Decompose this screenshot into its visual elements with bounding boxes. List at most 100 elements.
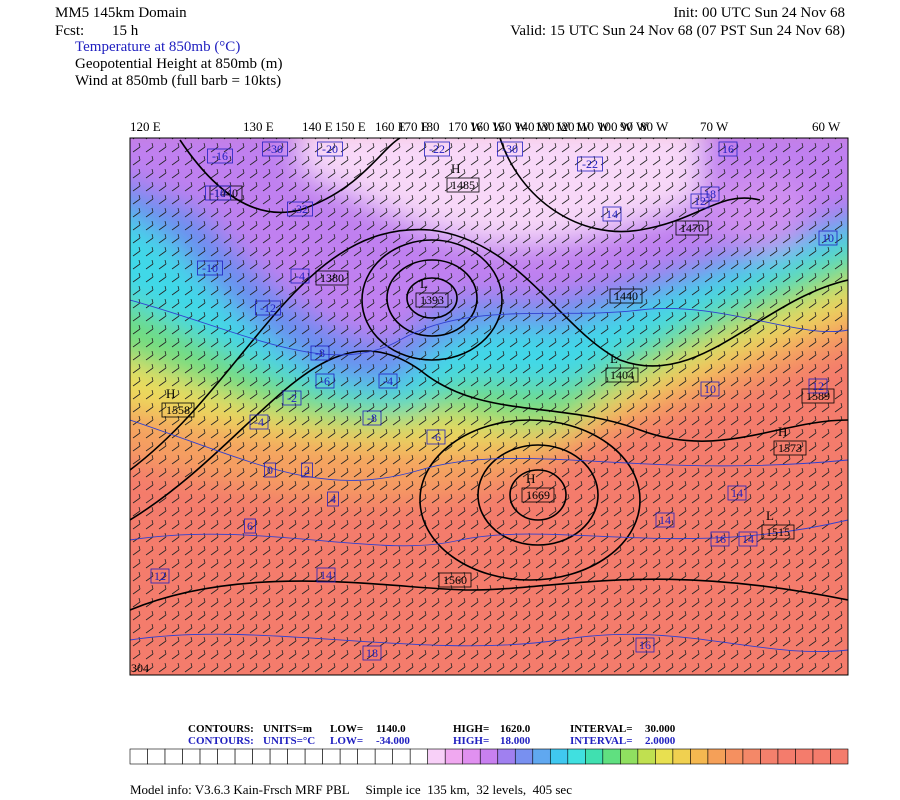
longitude-label: 160 E xyxy=(375,119,406,134)
colorbar-cell xyxy=(217,748,236,765)
colorbar-cell xyxy=(672,748,691,765)
colorbar-cell xyxy=(567,748,586,765)
temperature-label: -10 xyxy=(202,261,218,275)
colorbar-cell xyxy=(374,748,393,765)
temperature-label-box xyxy=(262,141,288,157)
longitude-label: 130 E xyxy=(243,119,274,134)
temperature-label: 14 xyxy=(606,207,618,221)
temperature-label: -30 xyxy=(267,142,283,156)
colorbar-cell xyxy=(199,748,218,765)
center-value-box xyxy=(761,524,795,540)
colorbar-cell xyxy=(690,748,709,765)
temperature-label-box xyxy=(700,186,720,202)
longitude-label: 60 W xyxy=(812,119,841,134)
longitude-label: 100 W xyxy=(598,119,634,134)
colorbar-cell xyxy=(444,748,464,765)
center-letter: H xyxy=(451,161,460,176)
temperature-label-box xyxy=(378,373,398,389)
temperature-label-box xyxy=(362,410,382,426)
center-value: 1669 xyxy=(526,488,550,502)
temperature-label-box xyxy=(424,141,450,157)
longitude-label: 170 E xyxy=(398,119,429,134)
longitude-label: 130 W xyxy=(535,119,571,134)
temperature-label-box xyxy=(290,268,310,284)
temperature-label-box xyxy=(710,531,730,547)
temperature-label-box xyxy=(150,568,170,584)
temperature-label: 12 xyxy=(812,379,824,393)
colorbar-cell xyxy=(830,748,849,765)
longitude-label: 140 W xyxy=(515,119,551,134)
temperature-label: 6 xyxy=(247,519,253,533)
temperature-label-box xyxy=(808,378,828,394)
colorbar-cell xyxy=(655,748,674,765)
colorbar-cell xyxy=(252,748,271,765)
temperature-label-box xyxy=(426,429,446,445)
temperature-label-box xyxy=(727,485,747,501)
center-letter: L xyxy=(420,276,428,291)
temperature-label: 14 xyxy=(659,513,671,527)
longitude-label: 110 W xyxy=(575,119,610,134)
contour-info: HIGH= xyxy=(453,723,489,735)
longitude-label: 70 W xyxy=(700,119,729,134)
center-value: 1573 xyxy=(778,441,802,455)
temperature-label-box xyxy=(327,491,339,507)
center-value: 1404 xyxy=(610,368,634,382)
temperature-label-box xyxy=(197,260,223,276)
corner-label: 304 xyxy=(131,661,149,675)
colorbar-cell xyxy=(532,748,551,765)
temperature-label: -8 xyxy=(315,346,325,360)
contour-info: INTERVAL= xyxy=(570,735,633,747)
temperature-label-box xyxy=(655,512,675,528)
contour-info: -34.000 xyxy=(376,735,410,747)
domain: MM5 145km Domain xyxy=(55,5,187,21)
colorbar-cell xyxy=(549,748,569,765)
contour-info: 1140.0 xyxy=(376,723,406,735)
temperature-label: -22 xyxy=(429,142,445,156)
temperature-label-box xyxy=(310,345,330,361)
height-label: 1589 xyxy=(806,389,830,403)
colorbar-cell xyxy=(322,748,341,765)
height-label: 1560 xyxy=(443,573,467,587)
temperature-label: 16 xyxy=(639,638,651,652)
colorbar-cell xyxy=(760,748,779,765)
longitude-label: 90 W xyxy=(620,119,649,134)
temperature-label-box xyxy=(249,414,269,430)
temperature-label: -22 xyxy=(582,157,598,171)
longitude-label: 160 W xyxy=(470,119,506,134)
longitude-label: 150 E xyxy=(335,119,366,134)
center-value: 1558 xyxy=(166,403,190,417)
height-label-box xyxy=(675,220,709,236)
temperature-label-box xyxy=(316,567,336,583)
temperature-label: 14 xyxy=(731,486,743,500)
colorbar-cell xyxy=(392,748,411,765)
contour-info: UNITS=°C xyxy=(263,735,315,747)
init: Init: 00 UTC Sun 24 Nov 68 xyxy=(673,5,845,21)
model-info: Model info: V3.6.3 Kain-Frsch MRF PBL Si… xyxy=(130,782,572,797)
temperature-label-box xyxy=(255,300,281,316)
longitude-label: 180 xyxy=(420,119,440,134)
colorbar-cell xyxy=(602,748,621,765)
colorbar-cell xyxy=(620,748,639,765)
contour-info: 30.000 xyxy=(645,723,676,735)
temperature-label: -32 xyxy=(292,202,308,216)
contour-info: 1620.0 xyxy=(500,723,531,735)
height-label: 1470 xyxy=(680,221,704,235)
temperature-label-box xyxy=(362,645,382,661)
colorbar-cell xyxy=(287,748,306,765)
contour-info: LOW= xyxy=(330,723,363,735)
height-label: 1380 xyxy=(320,271,344,285)
temperature-label: -12 xyxy=(260,301,276,315)
center-value-box xyxy=(773,440,807,456)
contour-info: INTERVAL= xyxy=(570,723,633,735)
longitude-label: 140 E xyxy=(302,119,333,134)
temperature-label: -20 xyxy=(322,142,338,156)
longitude-label: 120 W xyxy=(555,119,591,134)
field-wind: Wind at 850mb (full barb = 10kts) xyxy=(75,73,281,89)
colorbar-cell xyxy=(497,748,516,765)
field-height: Geopotential Height at 850mb (m) xyxy=(75,56,282,72)
temperature-label: -6 xyxy=(320,374,330,388)
map-field xyxy=(130,138,848,675)
temperature-label-box xyxy=(818,230,838,246)
center-value: 1515 xyxy=(766,525,790,539)
height-label: 1440 xyxy=(614,289,638,303)
